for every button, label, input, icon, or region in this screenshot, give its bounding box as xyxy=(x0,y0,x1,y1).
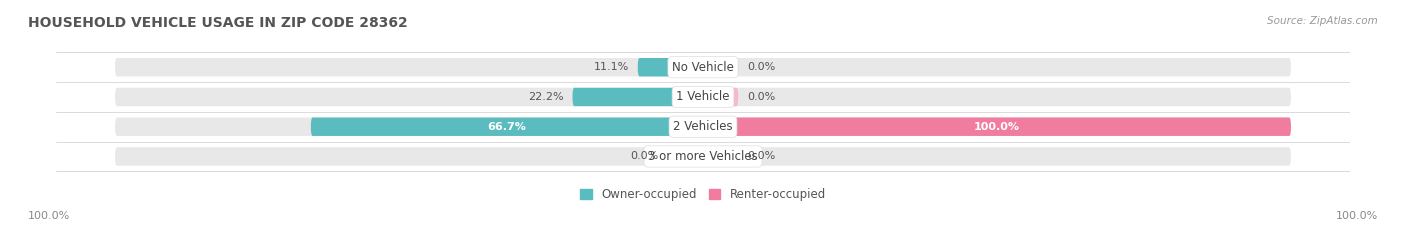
Text: HOUSEHOLD VEHICLE USAGE IN ZIP CODE 28362: HOUSEHOLD VEHICLE USAGE IN ZIP CODE 2836… xyxy=(28,16,408,30)
Legend: Owner-occupied, Renter-occupied: Owner-occupied, Renter-occupied xyxy=(579,188,827,201)
FancyBboxPatch shape xyxy=(115,88,703,106)
FancyBboxPatch shape xyxy=(311,117,703,136)
FancyBboxPatch shape xyxy=(703,147,738,166)
Text: 1 Vehicle: 1 Vehicle xyxy=(676,90,730,103)
FancyBboxPatch shape xyxy=(703,117,1291,136)
FancyBboxPatch shape xyxy=(115,58,703,76)
Text: 100.0%: 100.0% xyxy=(28,211,70,221)
Text: 0.0%: 0.0% xyxy=(747,62,775,72)
Text: 66.7%: 66.7% xyxy=(488,122,526,132)
FancyBboxPatch shape xyxy=(703,88,1291,106)
Text: 11.1%: 11.1% xyxy=(593,62,628,72)
Text: No Vehicle: No Vehicle xyxy=(672,61,734,74)
FancyBboxPatch shape xyxy=(115,147,703,166)
FancyBboxPatch shape xyxy=(703,58,1291,76)
FancyBboxPatch shape xyxy=(703,58,738,76)
Text: 2 Vehicles: 2 Vehicles xyxy=(673,120,733,133)
Text: 3 or more Vehicles: 3 or more Vehicles xyxy=(648,150,758,163)
FancyBboxPatch shape xyxy=(703,147,1291,166)
Text: Source: ZipAtlas.com: Source: ZipAtlas.com xyxy=(1267,16,1378,26)
FancyBboxPatch shape xyxy=(703,88,738,106)
Text: 22.2%: 22.2% xyxy=(529,92,564,102)
FancyBboxPatch shape xyxy=(115,117,703,136)
FancyBboxPatch shape xyxy=(572,88,703,106)
Text: 0.0%: 0.0% xyxy=(631,151,659,161)
FancyBboxPatch shape xyxy=(703,117,1291,136)
FancyBboxPatch shape xyxy=(638,58,703,76)
FancyBboxPatch shape xyxy=(668,147,703,166)
Text: 100.0%: 100.0% xyxy=(974,122,1019,132)
Text: 0.0%: 0.0% xyxy=(747,151,775,161)
Text: 0.0%: 0.0% xyxy=(747,92,775,102)
Text: 100.0%: 100.0% xyxy=(1336,211,1378,221)
